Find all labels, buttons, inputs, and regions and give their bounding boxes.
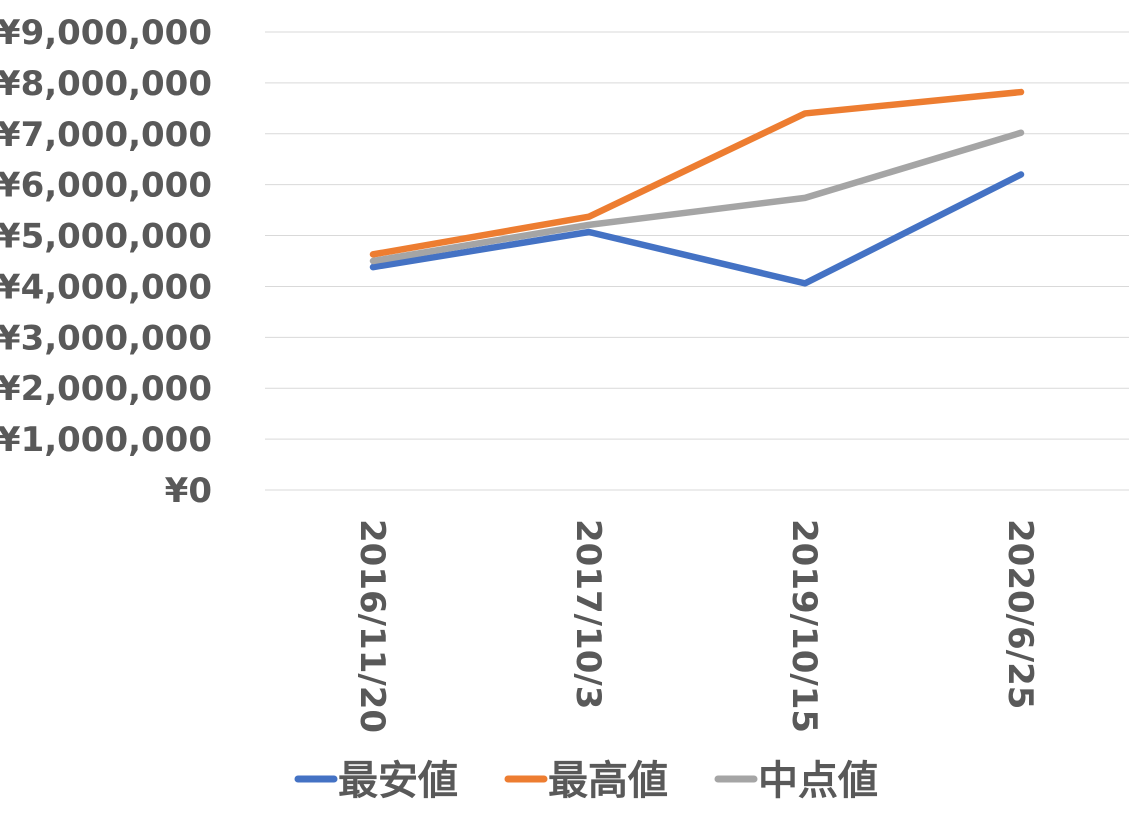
y-tick-label: ¥3,000,000 <box>0 318 212 358</box>
y-tick-label: ¥5,000,000 <box>0 217 212 257</box>
series-line-1 <box>369 171 1025 287</box>
y-tick-label: ¥1,000,000 <box>0 420 212 460</box>
x-tick-label: 2019/10/15 <box>784 519 824 733</box>
y-tick-label: ¥7,000,000 <box>0 115 212 155</box>
y-tick-label: ¥2,000,000 <box>0 369 212 409</box>
legend-label: 中点値 <box>758 758 878 804</box>
x-tick-label: 2017/10/3 <box>568 519 608 709</box>
legend: 最安値 最高値 中点値 <box>294 758 878 804</box>
y-tick-label: ¥0 <box>165 471 212 511</box>
y-tick-label: ¥4,000,000 <box>0 267 212 307</box>
y-tick-label: ¥6,000,000 <box>0 166 212 206</box>
legend-label: 最高値 <box>548 758 668 804</box>
x-tick-label: 2020/6/25 <box>1000 519 1040 709</box>
x-axis-tick-labels: 2016/11/20 2017/10/3 2019/10/15 2020/6/25 <box>352 519 1040 733</box>
series-line-2 <box>369 88 1025 258</box>
series-lines <box>369 88 1025 287</box>
y-tick-label: ¥8,000,000 <box>0 64 212 104</box>
y-tick-label: ¥9,000,000 <box>0 13 212 53</box>
legend-label: 最安値 <box>338 758 458 804</box>
series-line-3 <box>369 129 1025 265</box>
y-axis-tick-labels: ¥0 ¥1,000,000 ¥2,000,000 ¥3,000,000 ¥4,000,0… <box>0 13 212 511</box>
x-tick-label: 2016/11/20 <box>352 519 392 733</box>
gridlines <box>265 31 1129 491</box>
